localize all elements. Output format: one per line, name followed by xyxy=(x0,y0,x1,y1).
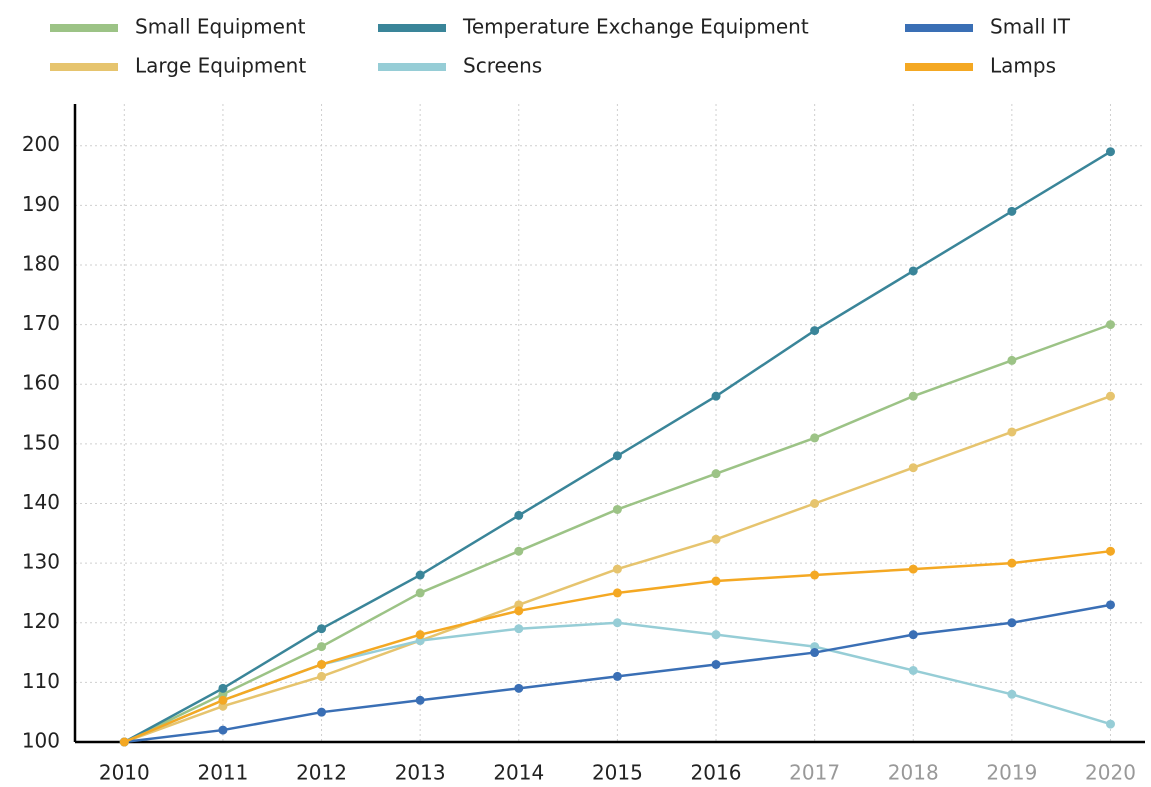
point xyxy=(1007,689,1017,699)
point xyxy=(612,671,622,681)
point xyxy=(612,618,622,628)
x-tick-label: 2020 xyxy=(1085,761,1136,785)
point xyxy=(218,683,228,693)
point xyxy=(1105,147,1115,157)
x-tick-label: 2018 xyxy=(888,761,939,785)
point xyxy=(810,570,820,580)
point xyxy=(317,671,327,681)
point xyxy=(1007,558,1017,568)
legend-swatch xyxy=(905,63,973,71)
point xyxy=(1007,355,1017,365)
point xyxy=(612,504,622,514)
point xyxy=(415,630,425,640)
point xyxy=(415,588,425,598)
x-tick-label: 2015 xyxy=(592,761,643,785)
point xyxy=(1105,391,1115,401)
y-tick-label: 100 xyxy=(22,729,60,753)
point xyxy=(1105,719,1115,729)
y-tick-label: 110 xyxy=(22,669,60,693)
point xyxy=(908,564,918,574)
point xyxy=(514,606,524,616)
x-tick-label: 2019 xyxy=(986,761,1037,785)
legend-swatch xyxy=(905,24,973,32)
legend-label: Screens xyxy=(463,54,542,78)
legend-label: Small Equipment xyxy=(135,15,306,39)
y-tick-label: 120 xyxy=(22,609,60,633)
point xyxy=(1007,427,1017,437)
x-tick-label: 2012 xyxy=(296,761,347,785)
point xyxy=(1105,546,1115,556)
point xyxy=(612,564,622,574)
legend-swatch xyxy=(50,63,118,71)
y-tick-label: 180 xyxy=(22,251,60,275)
point xyxy=(1007,618,1017,628)
point xyxy=(908,391,918,401)
legend-label: Large Equipment xyxy=(135,54,306,78)
point xyxy=(317,707,327,717)
point xyxy=(218,725,228,735)
y-tick-label: 170 xyxy=(22,311,60,335)
y-tick-label: 140 xyxy=(22,490,60,514)
y-tick-label: 200 xyxy=(22,132,60,156)
point xyxy=(711,659,721,669)
point xyxy=(1105,600,1115,610)
x-tick-label: 2016 xyxy=(691,761,742,785)
x-tick-label: 2011 xyxy=(197,761,248,785)
x-tick-label: 2014 xyxy=(493,761,544,785)
point xyxy=(908,665,918,675)
x-tick-label: 2010 xyxy=(99,761,150,785)
point xyxy=(1007,206,1017,216)
point xyxy=(317,624,327,634)
point xyxy=(415,695,425,705)
x-tick-label: 2017 xyxy=(789,761,840,785)
point xyxy=(218,695,228,705)
point xyxy=(908,463,918,473)
x-tick-label: 2013 xyxy=(395,761,446,785)
point xyxy=(514,510,524,520)
point xyxy=(612,451,622,461)
point xyxy=(711,576,721,586)
y-tick-label: 130 xyxy=(22,550,60,574)
point xyxy=(119,737,129,747)
point xyxy=(810,498,820,508)
point xyxy=(514,546,524,556)
point xyxy=(711,391,721,401)
point xyxy=(612,588,622,598)
point xyxy=(514,624,524,634)
point xyxy=(908,630,918,640)
legend-label: Temperature Exchange Equipment xyxy=(462,15,809,39)
point xyxy=(317,642,327,652)
y-tick-label: 160 xyxy=(22,371,60,395)
legend-label: Lamps xyxy=(990,54,1056,78)
point xyxy=(711,630,721,640)
point xyxy=(810,648,820,658)
legend-label: Small IT xyxy=(990,15,1071,39)
point xyxy=(711,469,721,479)
point xyxy=(514,683,524,693)
legend-swatch xyxy=(378,24,446,32)
point xyxy=(1105,320,1115,330)
legend-swatch xyxy=(50,24,118,32)
y-tick-label: 150 xyxy=(22,430,60,454)
point xyxy=(810,326,820,336)
legend-swatch xyxy=(378,63,446,71)
point xyxy=(317,659,327,669)
point xyxy=(810,433,820,443)
point xyxy=(908,266,918,276)
point xyxy=(415,570,425,580)
y-tick-label: 190 xyxy=(22,192,60,216)
point xyxy=(711,534,721,544)
